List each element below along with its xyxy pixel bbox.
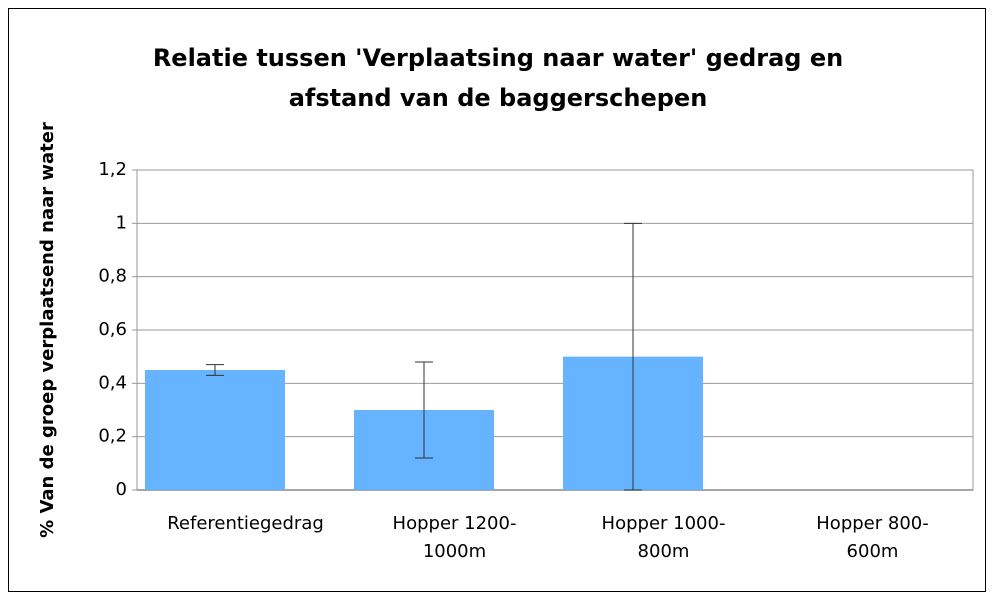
bar bbox=[145, 370, 285, 490]
y-tick-label: 0,8 bbox=[98, 266, 127, 287]
chart-title: Relatie tussen 'Verplaatsing naar water'… bbox=[152, 44, 844, 112]
y-tick-label: 0,4 bbox=[98, 372, 127, 393]
chart-frame bbox=[8, 8, 986, 592]
x-tick-label: Referentiegedrag bbox=[167, 513, 324, 534]
x-tick-label: Hopper 800-600m bbox=[816, 513, 929, 562]
y-tick-label: 1 bbox=[116, 212, 127, 233]
y-tick-label: 1,2 bbox=[98, 159, 127, 180]
x-tick-label: Hopper 1200-1000m bbox=[392, 513, 517, 562]
y-tick-label: 0,6 bbox=[98, 319, 127, 340]
y-tick-label: 0 bbox=[116, 479, 127, 500]
x-tick-label: Hopper 1000-800m bbox=[601, 513, 726, 562]
y-tick-label: 0,2 bbox=[98, 426, 127, 447]
y-axis-label: % Van de groep verplaatsend naar water bbox=[37, 122, 58, 538]
